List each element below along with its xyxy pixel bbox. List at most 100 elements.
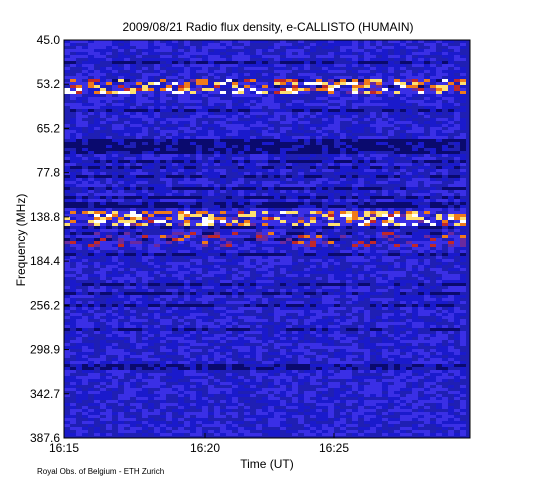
heatmap-cell bbox=[376, 121, 382, 124]
heatmap-cell bbox=[352, 295, 358, 298]
heatmap-cell bbox=[304, 61, 310, 64]
heatmap-cell bbox=[118, 199, 124, 202]
heatmap-cell bbox=[418, 313, 424, 316]
heatmap-cell bbox=[130, 343, 136, 346]
heatmap-cell bbox=[160, 160, 166, 163]
heatmap-cell bbox=[76, 217, 82, 220]
heatmap-cell bbox=[328, 343, 334, 346]
heatmap-cell bbox=[256, 205, 262, 208]
heatmap-cell bbox=[340, 40, 346, 43]
heatmap-cell bbox=[442, 310, 448, 313]
heatmap-cell bbox=[238, 163, 244, 166]
heatmap-cell bbox=[460, 148, 466, 151]
heatmap-cell bbox=[220, 133, 226, 136]
heatmap-cell bbox=[154, 160, 160, 163]
heatmap-cell bbox=[208, 142, 214, 145]
heatmap-cell bbox=[64, 337, 70, 340]
heatmap-cell bbox=[406, 259, 412, 262]
heatmap-cell bbox=[160, 43, 166, 46]
heatmap-cell bbox=[448, 316, 454, 319]
heatmap-cell bbox=[304, 121, 310, 124]
heatmap-cell bbox=[286, 274, 292, 277]
heatmap-cell bbox=[334, 154, 340, 157]
heatmap-cell bbox=[64, 298, 70, 301]
heatmap-cell bbox=[274, 256, 280, 259]
heatmap-cell bbox=[358, 76, 364, 79]
heatmap-cell bbox=[310, 250, 316, 253]
heatmap-cell bbox=[424, 334, 430, 337]
heatmap-cell bbox=[310, 205, 316, 208]
heatmap-cell bbox=[394, 112, 400, 115]
heatmap-cell bbox=[340, 187, 346, 190]
heatmap-cell bbox=[376, 85, 382, 88]
heatmap-cell bbox=[310, 313, 316, 316]
heatmap-cell bbox=[436, 316, 442, 319]
heatmap-cell bbox=[238, 157, 244, 160]
heatmap-cell bbox=[208, 58, 214, 61]
heatmap-cell bbox=[64, 268, 70, 271]
heatmap-cell bbox=[112, 277, 118, 280]
heatmap-cell bbox=[412, 235, 418, 238]
heatmap-cell bbox=[124, 55, 130, 58]
heatmap-cell bbox=[190, 208, 196, 211]
heatmap-cell bbox=[394, 175, 400, 178]
heatmap-cell bbox=[304, 322, 310, 325]
heatmap-cell bbox=[262, 220, 268, 223]
heatmap-cell bbox=[70, 334, 76, 337]
heatmap-cell bbox=[322, 235, 328, 238]
heatmap-cell bbox=[376, 124, 382, 127]
heatmap-cell bbox=[298, 295, 304, 298]
heatmap-cell bbox=[88, 127, 94, 130]
heatmap-cell bbox=[310, 184, 316, 187]
heatmap-cell bbox=[166, 256, 172, 259]
heatmap-cell bbox=[112, 91, 118, 94]
heatmap-cell bbox=[430, 49, 436, 52]
heatmap-cell bbox=[178, 133, 184, 136]
heatmap-cell bbox=[340, 322, 346, 325]
heatmap-cell bbox=[328, 307, 334, 310]
heatmap-cell bbox=[376, 280, 382, 283]
heatmap-cell bbox=[106, 196, 112, 199]
heatmap-cell bbox=[340, 241, 346, 244]
heatmap-cell bbox=[292, 106, 298, 109]
heatmap-cell bbox=[382, 289, 388, 292]
heatmap-cell bbox=[382, 49, 388, 52]
heatmap-cell bbox=[130, 151, 136, 154]
heatmap-cell bbox=[232, 250, 238, 253]
heatmap-cell bbox=[136, 115, 142, 118]
heatmap-cell bbox=[118, 337, 124, 340]
heatmap-cell bbox=[118, 85, 124, 88]
heatmap-cell bbox=[220, 94, 226, 97]
heatmap-cell bbox=[454, 244, 460, 247]
heatmap-cell bbox=[418, 85, 424, 88]
heatmap-cell bbox=[292, 118, 298, 121]
heatmap-cell bbox=[106, 322, 112, 325]
heatmap-cell bbox=[328, 76, 334, 79]
heatmap-cell bbox=[88, 166, 94, 169]
heatmap-cell bbox=[124, 112, 130, 115]
heatmap-cell bbox=[394, 277, 400, 280]
heatmap-cell bbox=[424, 277, 430, 280]
heatmap-cell bbox=[160, 49, 166, 52]
heatmap-cell bbox=[106, 238, 112, 241]
heatmap-cell bbox=[64, 154, 70, 157]
heatmap-cell bbox=[118, 241, 124, 244]
heatmap-cell bbox=[370, 319, 376, 322]
heatmap-cell bbox=[106, 187, 112, 190]
heatmap-cell bbox=[208, 73, 214, 76]
heatmap-cell bbox=[184, 61, 190, 64]
heatmap-cell bbox=[256, 67, 262, 70]
heatmap-cell bbox=[154, 235, 160, 238]
heatmap-cell bbox=[178, 298, 184, 301]
heatmap-cell bbox=[316, 61, 322, 64]
heatmap-cell bbox=[184, 130, 190, 133]
heatmap-cell bbox=[88, 325, 94, 328]
heatmap-cell bbox=[274, 169, 280, 172]
heatmap-cell bbox=[274, 145, 280, 148]
heatmap-cell bbox=[262, 94, 268, 97]
heatmap-cell bbox=[94, 322, 100, 325]
heatmap-cell bbox=[268, 256, 274, 259]
heatmap-cell bbox=[82, 76, 88, 79]
heatmap-cell bbox=[82, 73, 88, 76]
heatmap-cell bbox=[130, 292, 136, 295]
